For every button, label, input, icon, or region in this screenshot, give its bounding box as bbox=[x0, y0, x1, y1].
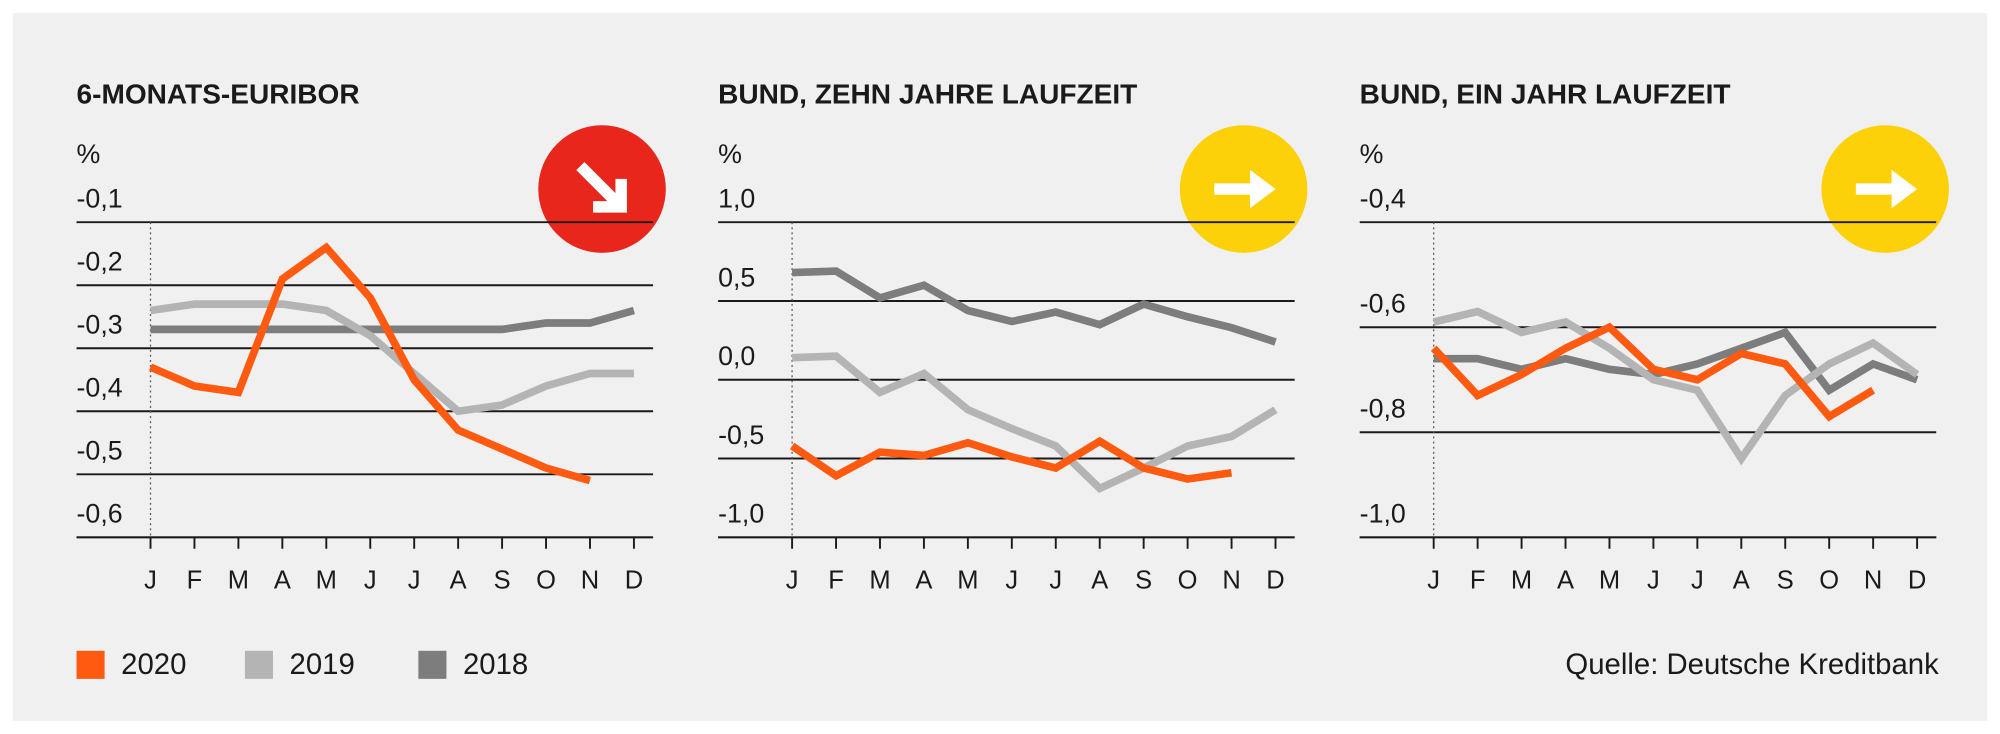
x-tick-label: J bbox=[1005, 567, 1018, 595]
x-tick-label: O bbox=[536, 567, 556, 595]
source: Quelle: Deutsche Kreditbank bbox=[1565, 648, 1939, 681]
chart-title: BUND, ZEHN JAHRE LAUFZEIT bbox=[718, 78, 1137, 109]
y-axis-label: % bbox=[1360, 139, 1384, 169]
x-tick-label: M bbox=[228, 567, 249, 595]
x-tick-label: N bbox=[1864, 567, 1882, 595]
data-line bbox=[149, 300, 634, 416]
x-tick-label: M bbox=[1511, 567, 1532, 595]
chart-title: BUND, EIN JAHR LAUFZEIT bbox=[1360, 78, 1731, 109]
x-tick-label: F bbox=[828, 567, 844, 595]
y-tick-label: -0,6 bbox=[77, 499, 123, 529]
data-line bbox=[1433, 327, 1919, 396]
data-line bbox=[791, 352, 1278, 494]
x-tick-label: D bbox=[1266, 567, 1284, 595]
x-tick-label: A bbox=[274, 567, 291, 595]
x-tick-label: J bbox=[786, 567, 799, 595]
y-tick-label: -0,2 bbox=[77, 247, 123, 277]
x-tick-label: O bbox=[1819, 567, 1839, 595]
y-axis-label: % bbox=[718, 139, 742, 169]
x-tick-label: A bbox=[1091, 567, 1108, 595]
trend-icon bbox=[538, 125, 666, 253]
data-line bbox=[149, 242, 591, 485]
y-tick-label: -0,8 bbox=[1360, 394, 1406, 424]
legend-swatch bbox=[244, 650, 273, 679]
x-tick-label: F bbox=[1470, 567, 1486, 595]
y-tick-label: 0,0 bbox=[718, 341, 755, 371]
x-tick-label: M bbox=[316, 567, 337, 595]
x-tick-label: A bbox=[1557, 567, 1574, 595]
x-tick-label: A bbox=[450, 567, 467, 595]
x-tick-label: J bbox=[364, 567, 377, 595]
y-tick-label: -1,0 bbox=[1360, 499, 1406, 529]
legend-swatch bbox=[76, 650, 105, 679]
x-tick-label: J bbox=[1691, 567, 1704, 595]
y-tick-label: -0,3 bbox=[77, 310, 123, 340]
x-tick-label: A bbox=[915, 567, 932, 595]
y-tick-label: -0,5 bbox=[718, 420, 764, 450]
x-tick-label: J bbox=[1049, 567, 1062, 595]
x-tick-label: O bbox=[1178, 567, 1198, 595]
x-tick-label: S bbox=[494, 567, 511, 595]
x-tick-label: S bbox=[1135, 567, 1152, 595]
y-tick-label: 1,0 bbox=[718, 184, 755, 214]
x-tick-label: S bbox=[1777, 567, 1794, 595]
x-tick-label: A bbox=[1733, 567, 1750, 595]
y-tick-label: -0,4 bbox=[1360, 184, 1406, 214]
x-tick-label: J bbox=[1427, 567, 1440, 595]
x-tick-label: D bbox=[625, 567, 643, 595]
x-tick-label: N bbox=[1222, 567, 1240, 595]
y-tick-label: 0,5 bbox=[718, 262, 755, 292]
data-line bbox=[789, 436, 1233, 483]
data-line bbox=[1432, 307, 1920, 466]
data-line bbox=[150, 306, 635, 334]
x-tick-label: J bbox=[408, 567, 421, 595]
x-tick-label: M bbox=[869, 567, 890, 595]
chart-title: 6-MONATS-EURIBOR bbox=[77, 78, 360, 109]
legend-label: 2019 bbox=[290, 648, 355, 681]
legend-label: 2020 bbox=[121, 648, 186, 681]
trend-icon bbox=[1821, 125, 1949, 253]
y-axis-label: % bbox=[77, 139, 101, 169]
legend-swatch bbox=[418, 650, 447, 679]
x-tick-label: J bbox=[144, 567, 157, 595]
y-tick-label: -0,6 bbox=[1360, 289, 1406, 319]
y-tick-label: -0,4 bbox=[77, 373, 123, 403]
x-tick-label: N bbox=[581, 567, 599, 595]
x-tick-label: J bbox=[1647, 567, 1660, 595]
data-line bbox=[791, 267, 1277, 346]
y-tick-label: -0,1 bbox=[77, 184, 123, 214]
y-tick-label: -1,0 bbox=[718, 499, 764, 529]
x-tick-label: F bbox=[187, 567, 203, 595]
y-tick-label: -0,5 bbox=[77, 436, 123, 466]
data-line bbox=[1430, 322, 1876, 422]
x-tick-label: M bbox=[957, 567, 978, 595]
trend-icon bbox=[1179, 125, 1308, 253]
x-tick-label: D bbox=[1908, 567, 1926, 595]
legend-label: 2018 bbox=[463, 648, 528, 681]
x-tick-label: M bbox=[1599, 567, 1620, 595]
